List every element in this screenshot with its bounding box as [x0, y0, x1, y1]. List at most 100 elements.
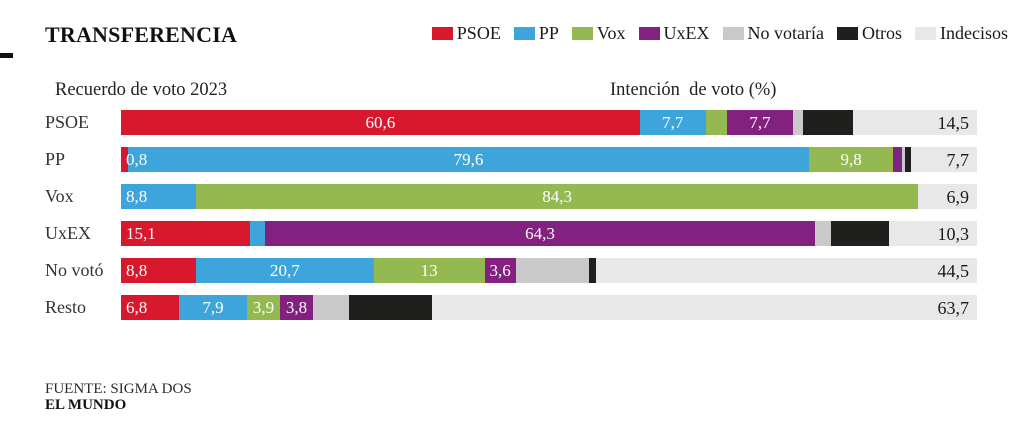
source-text: FUENTE: SIGMA DOS: [45, 381, 192, 397]
legend-swatch: [513, 27, 535, 40]
legend-item-uxex: UxEX: [638, 23, 710, 44]
row-label: PP: [45, 149, 66, 169]
segment-value: 79,6: [453, 150, 484, 169]
stacked-bar: 8,8 84,3 6,9: [121, 184, 977, 209]
brand-text: EL MUNDO: [45, 397, 127, 413]
bar-segment-indecisos: [888, 221, 977, 246]
stacked-bar: 60,6 7,7 7,7 14,5: [121, 110, 977, 135]
chart-title: TRANSFERENCIA: [45, 22, 238, 47]
legend-item-psoe: PSOE: [431, 23, 501, 44]
bar-segment-otros: [589, 258, 597, 283]
bar-segment-pp: [250, 221, 265, 246]
segment-value: 9,8: [840, 150, 862, 169]
chart-row: No votó 8,8 20,7 13 3,6 44,5: [0, 258, 1024, 283]
legend-label: No votaría: [747, 23, 825, 43]
stacked-bar: 6,8 7,9 3,9 3,8 63,7: [121, 295, 977, 320]
indecisos-value: 6,9: [946, 187, 970, 207]
segment-value: 3,8: [285, 298, 308, 317]
bar-segment-otros: [803, 110, 853, 135]
legend-swatch: [638, 27, 660, 40]
legend-label: Indecisos: [940, 23, 1008, 43]
bar-segment-no-votaría: [901, 147, 906, 172]
row-label: Vox: [45, 186, 74, 206]
bar-segment-otros: [831, 221, 889, 246]
legend-swatch: [571, 27, 593, 40]
row-label: PSOE: [45, 112, 90, 132]
bar-segment-otros: [905, 147, 912, 172]
legend-item-otros: Otros: [837, 23, 902, 44]
legend-item-no-votaría: No votaría: [722, 23, 825, 44]
footer: FUENTE: SIGMA DOS EL MUNDO: [45, 381, 192, 413]
bar-segment-uxex: [893, 147, 902, 172]
legend-swatch: [722, 27, 744, 40]
segment-value: 84,3: [542, 187, 572, 206]
segment-value: 8,8: [126, 187, 148, 206]
stacked-bar: 8,8 20,7 13 3,6 44,5: [121, 258, 977, 283]
bar-segment-indecisos: [917, 184, 977, 209]
indecisos-value: 10,3: [937, 224, 970, 244]
bar-segment-vox: [705, 110, 728, 135]
segment-value: 6,8: [126, 298, 148, 317]
legend-item-pp: PP: [513, 23, 559, 44]
segment-value: 7,9: [202, 298, 224, 317]
bar-segment-psoe: 6,8: [121, 295, 180, 320]
bar-segment-no-votaría: [815, 221, 832, 246]
column-header-recuerdo: Recuerdo de voto 2023: [55, 80, 228, 100]
stacked-bar-chart: PSOE 60,6 7,7 7,7 14,5 PP 0,8 79,6 9,8 7,7 Vox 8,8 8…: [0, 110, 1024, 332]
segment-value: 3,6: [489, 261, 511, 280]
indecisos-value: 7,7: [946, 150, 970, 170]
bar-segment-vox: 3,9: [246, 295, 281, 320]
legend-item-indecisos: Indecisos: [915, 23, 1008, 44]
bar-segment-indecisos: [596, 258, 977, 283]
legend-label: UxEX: [663, 23, 710, 43]
segment-value: 60,6: [365, 113, 396, 132]
bar-segment-no-votaría: [312, 295, 349, 320]
bar-segment-indecisos: [431, 295, 977, 320]
indecisos-value: 44,5: [937, 261, 970, 281]
row-label: No votó: [45, 260, 104, 280]
segment-value: 15,1: [126, 224, 156, 243]
legend-swatch: [915, 27, 937, 40]
bar-segment-psoe: 15,1: [121, 221, 251, 246]
segment-value: 7,7: [662, 113, 684, 132]
bar-segment-vox: 13: [373, 258, 485, 283]
bar-segment-no-votaría: [515, 258, 590, 283]
bar-segment-uxex: 7,7: [727, 110, 793, 135]
bar-segment-psoe: 60,6: [121, 110, 640, 135]
segment-value: 3,9: [252, 298, 275, 317]
column-header-intencion: Intención de voto (%): [610, 80, 777, 100]
edge-mark: [0, 53, 13, 58]
indecisos-value: 63,7: [937, 298, 970, 318]
row-label: UxEX: [45, 223, 91, 243]
bar-segment-pp: 7,9: [179, 295, 247, 320]
bar-segment-pp: 20,7: [196, 258, 374, 283]
segment-value: 0,8: [126, 150, 148, 169]
legend-label: PSOE: [456, 23, 501, 43]
bar-segment-pp: 7,7: [639, 110, 706, 135]
legend-label: Vox: [596, 23, 626, 43]
chart-row: UxEX 15,1 64,3 10,3: [0, 221, 1024, 246]
indecisos-value: 14,5: [937, 113, 970, 133]
legend-item-vox: Vox: [571, 23, 626, 44]
bar-segment-psoe: 8,8: [121, 258, 197, 283]
segment-value: 8,8: [126, 261, 148, 280]
chart-row: Resto 6,8 7,9 3,9 3,8 63,7: [0, 295, 1024, 320]
chart-row: PP 0,8 79,6 9,8 7,7: [0, 147, 1024, 172]
legend-label: Otros: [862, 23, 903, 43]
legend-swatch: [431, 27, 453, 40]
bar-segment-indecisos: [852, 110, 977, 135]
chart-row: PSOE 60,6 7,7 7,7 14,5: [0, 110, 1024, 135]
legend: PSOE PP Vox UxEX No votaría Otros Indecisos: [431, 23, 1008, 44]
stacked-bar: 0,8 79,6 9,8 7,7: [121, 147, 977, 172]
segment-value: 13: [420, 261, 438, 280]
bar-segment-indecisos: [911, 147, 977, 172]
bar-segment-uxex: 64,3: [264, 221, 816, 246]
bar-segment-pp: 79,6: [127, 147, 810, 172]
bar-segment-otros: [348, 295, 432, 320]
bar-segment-vox: 9,8: [809, 147, 894, 172]
segment-value: 7,7: [749, 113, 771, 132]
bar-segment-uxex: 3,8: [280, 295, 313, 320]
row-label: Resto: [45, 297, 87, 317]
bar-segment-vox: 84,3: [196, 184, 918, 209]
legend-label: PP: [538, 23, 559, 43]
